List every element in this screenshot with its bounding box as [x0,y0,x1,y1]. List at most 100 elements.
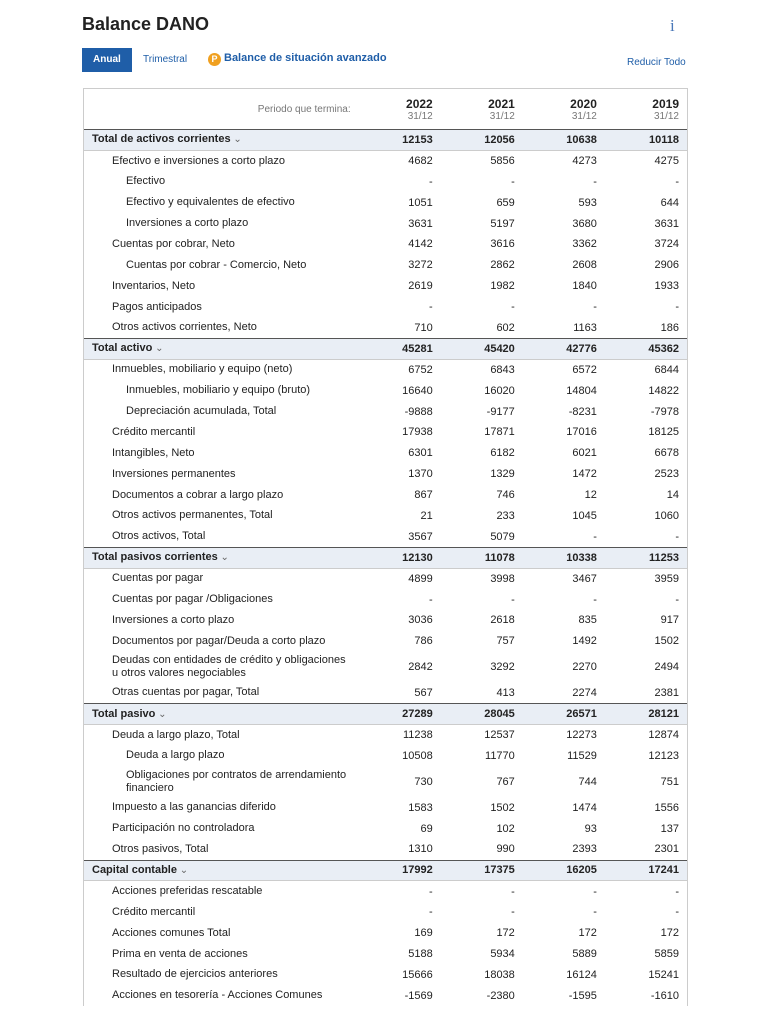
cell-value: - [511,175,515,188]
collapse-link[interactable]: Reducir Todo [627,57,686,68]
cell-value: 3272 [408,259,433,272]
row-label: Documentos a cobrar a largo plazo [112,488,284,501]
cell-value: 1472 [572,468,597,481]
row-label: Total de activos corrientes [84,129,359,151]
row: Otras cuentas por pagar, Total 567 413 2274… [84,683,687,704]
cell-value: 5934 [490,948,515,960]
cell-value: 10638 [522,129,605,151]
cell-value: 1982 [490,280,515,293]
row: Acciones preferidas rescatable - - - - [84,881,687,902]
cell-value: 12273 [566,729,597,742]
cell-value: 28121 [604,703,687,726]
row: Intangibles, Neto 6301 6182 6021 6678 [84,443,687,464]
cell-value: 3362 [572,238,597,251]
cell-value: 45281 [358,337,441,360]
row-label: Otros pasivos, Total [112,842,209,855]
cell-value: 172 [578,927,597,940]
cell-value: -9177 [486,405,515,418]
row-label: Capital contable [84,859,359,882]
row: Cuentas por cobrar - Comercio, Neto 3272 2… [84,255,687,276]
row: Efectivo e inversiones a corto plazo 4682… [84,150,687,171]
row-label: Acciones preferidas rescatable [112,885,263,898]
cell-value: 11238 [402,729,433,742]
row-label: Cuentas por cobrar - Comercio, Neto [126,258,307,271]
cell-value: 2494 [654,661,679,674]
cell-value: 2842 [408,661,433,674]
cell-value: - [593,906,597,919]
tab-annual[interactable]: Anual [82,48,132,72]
cell-value: 6301 [408,447,433,460]
row-label: Cuentas por pagar /Obligaciones [112,593,273,606]
row: Crédito mercantil 17938 17871 17016 18125 [84,422,687,443]
cell-value: 3292 [490,661,515,674]
cell-value: - [429,906,433,919]
tab-quarterly[interactable]: Trimestral [132,48,199,72]
cell-value: 2523 [654,468,679,481]
cell-value: 3631 [408,217,433,230]
row-label: Crédito mercantil [112,425,196,438]
row-label: Otras cuentas por pagar, Total [112,686,260,699]
info-icon[interactable]: i [670,16,675,35]
row-label: Impuesto a las ganancias diferido [112,801,276,814]
cell-value: 1502 [654,635,679,648]
column-year: 2021 [488,96,515,111]
row-label: Deuda a largo plazo, Total [112,728,240,741]
column-date: 31/12 [407,110,433,122]
row-label: Inversiones permanentes [112,467,236,480]
cell-value: 5188 [408,948,433,960]
row-label: Documentos por pagar/Deuda a corto plazo [112,634,326,647]
cell-value: 1045 [572,509,597,522]
section-row: Capital contable17992173751620517241 [84,859,687,882]
cell-value: 137 [660,822,679,835]
cell-value: -7978 [650,405,679,418]
cell-value: 6182 [490,447,515,460]
cell-value: 12130 [358,546,441,569]
cell-value: 12537 [484,729,515,742]
cell-value: 16124 [566,968,597,981]
row: Crédito mercantil - - - - [84,902,687,923]
cell-value: - [429,175,433,188]
cell-value: - [593,301,597,314]
cell-value: 751 [660,775,679,788]
row-label: Total pasivos corrientes [84,546,359,569]
advanced-link[interactable]: P Balance de situación avanzado [208,52,387,66]
cell-value: 5197 [490,217,515,230]
cell-value: 45420 [440,337,523,360]
row: Efectivo - - - - [84,171,687,192]
cell-value: 172 [660,927,679,940]
cell-value: - [675,301,679,314]
column-header: 2020 31/12 [523,89,605,130]
cell-value: - [593,530,597,543]
cell-value: 12874 [648,729,679,742]
table-head: Periodo que termina: 2022 31/12 2021 31/12 20… [84,89,687,130]
cell-value: 1329 [490,468,515,481]
cell-value: 16020 [484,384,515,397]
cell-value: 1933 [654,280,679,293]
row-label: Inventarios, Neto [112,279,196,292]
header-row: Periodo que termina: 2022 31/12 2021 31/12 20… [84,89,687,130]
icon: P [208,53,221,66]
cell-value: 17992 [358,859,441,882]
cell-value: 593 [578,196,597,209]
cell-value: 28045 [440,703,523,726]
row-label: Inmuebles, mobiliario y equipo (neto) [112,363,293,376]
cell-value: 14 [666,489,679,502]
cell-value: 2619 [408,280,433,293]
cell-value: 659 [496,196,515,209]
row: Efectivo y equivalentes de efectivo 1051 6… [84,192,687,213]
table-wrap: Periodo que termina: 2022 31/12 2021 31/12 20… [83,88,688,1007]
cell-value: 786 [414,635,433,648]
row: Resultado de ejercicios anteriores 15666 1… [84,964,687,985]
cell-value: -9888 [404,405,433,418]
cell-value: 2906 [654,259,679,272]
cell-value: 2393 [572,843,597,856]
row-label: Intangibles, Neto [112,446,195,459]
cell-value: 12 [584,489,597,502]
cell-value: 1583 [408,801,433,814]
cell-value: 169 [414,927,433,940]
row-label: Otros activos corrientes, Neto [112,321,257,334]
row: Prima en venta de acciones 5188 5934 5889 58… [84,944,687,965]
cell-value: 233 [496,509,515,522]
cell-value: 867 [414,489,433,502]
row: Acciones comunes Total 169 172 172 172 [84,923,687,944]
